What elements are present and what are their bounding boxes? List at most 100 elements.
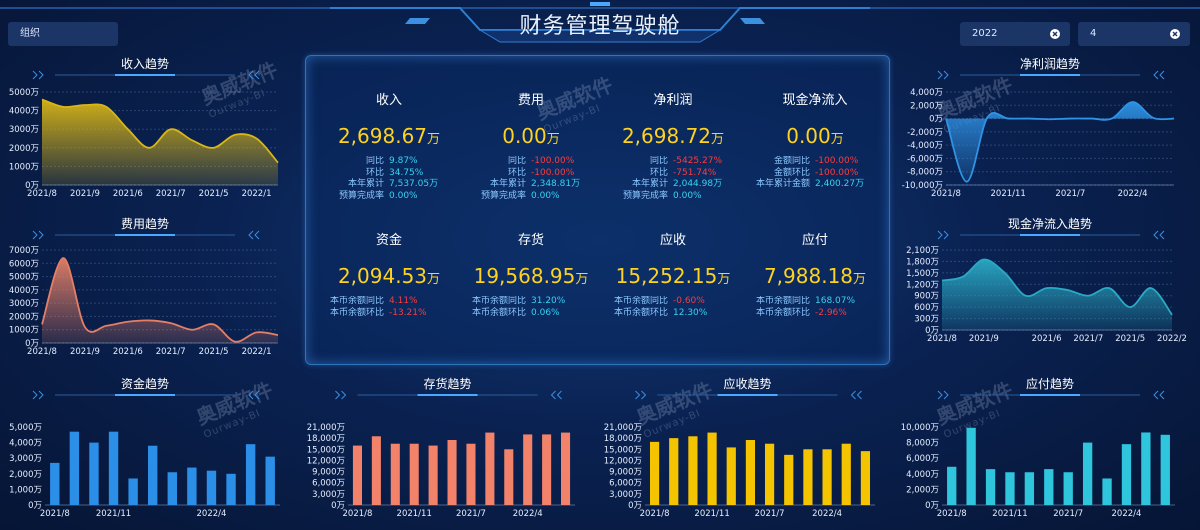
y-tick-label: 18,000万 (604, 434, 642, 444)
x-tick-label: 2021/7 (156, 189, 186, 199)
y-tick-label: -2,000万 (907, 128, 943, 138)
x-tick-label: 2021/9 (969, 334, 999, 344)
y-tick-label: 1000万 (9, 326, 39, 336)
bar (1044, 469, 1054, 505)
bar (1141, 432, 1151, 505)
title-chevrons (937, 230, 1165, 240)
kpi-row-value: 2,348.81万 (531, 179, 581, 189)
bar (245, 444, 256, 505)
kpi-row: 本币余额环比 -2.96% (742, 308, 888, 320)
title-highlight (1020, 394, 1080, 396)
kpi-name: 应收 (659, 233, 686, 248)
bar (390, 443, 400, 505)
title-chevrons (635, 390, 862, 400)
chart-title: 费用趋势 (121, 217, 169, 231)
x-tick-label: 2021/6 (1032, 334, 1062, 344)
kpi-name: 费用 (517, 93, 544, 108)
kpi-name: 收入 (375, 93, 402, 108)
x-tick-label: 2021/7 (755, 509, 785, 519)
x-tick-label: 2021/6 (113, 189, 143, 199)
kpi-row-label: 金额同比 (773, 156, 810, 166)
x-tick-label: 2021/11 (992, 509, 1027, 519)
kpi-row-label: 本年累计 (347, 179, 384, 189)
kpi-card: 应付 7,988.18万 本币余额同比 168.07% 本币余额环比 -2.96% (742, 229, 888, 326)
kpi-name: 净利润 (653, 93, 693, 108)
y-tick-label: 15,000万 (307, 445, 345, 455)
kpi-row-label: 本币余额环比 (755, 307, 810, 318)
area-fill (42, 257, 278, 343)
y-tick-label: 18,000万 (307, 434, 345, 444)
kpi-row-label: 预算完成率 (480, 190, 526, 201)
x-tick-label: 2021/6 (113, 347, 143, 357)
kpi-row-label: 预算完成率 (622, 190, 668, 201)
bar (50, 462, 60, 505)
x-tick-label: 2022/4 (197, 509, 227, 519)
kpi-row-label: 环比 (507, 167, 526, 178)
kpi-card: 费用 0.00万 同比 -100.00% 环比 -100.00% 本年累计 2,348.81万… (458, 89, 604, 203)
kpi-row-value: 31.20% (531, 296, 566, 306)
kpi-card: 应收 15,252.15万 本币余额同比 -0.60% 本币余额环比 12.30% (600, 229, 746, 326)
line (41, 98, 279, 164)
kpi-row: 预算完成率 0.00% (316, 191, 462, 203)
chart: 现金净流入趋势0万300万600万900万1,200万1,500万1,800万2… (906, 216, 1187, 344)
bar (1121, 444, 1132, 505)
clear-icon[interactable] (1170, 29, 1180, 39)
kpi-row-value: -100.00% (531, 167, 575, 178)
kpi-rows: 本币余额同比 31.20% 本币余额环比 0.06% (458, 296, 604, 326)
kpi-row: 本币余额同比 31.20% (458, 296, 604, 308)
kpi-rows: 金额同比 -100.00% 金额环比 -100.00% 本年累计金额 2,400.27万 (742, 156, 888, 203)
y-tick-label: 12,000万 (307, 456, 345, 466)
bar (726, 447, 736, 505)
bar (409, 443, 419, 505)
org-filter[interactable]: 组织 (8, 22, 118, 46)
title-highlight (417, 394, 478, 396)
y-tick-label: 3,000万 (9, 454, 42, 464)
y-tick-label: 0万 (925, 501, 939, 511)
x-tick-label: 2021/8 (343, 509, 373, 519)
line (945, 101, 1175, 183)
title-chevrons (32, 70, 260, 80)
x-tick-label: 2021/7 (1053, 509, 1083, 519)
bar (688, 436, 698, 505)
title-chevrons (937, 70, 1165, 80)
kpi-unit: 万 (853, 272, 867, 287)
y-tick-label: 600万 (914, 303, 939, 313)
kpi-row: 本年累计 2,044.98万 (600, 179, 746, 191)
bar (841, 443, 851, 505)
kpi-row: 本币余额同比 168.07% (742, 296, 888, 308)
kpi-card: 资金 2,094.53万 本币余额同比 4.11% 本币余额环比 -13.21% (316, 229, 462, 326)
bar (148, 445, 158, 505)
x-tick-label: 2021/8 (27, 347, 57, 357)
kpi-row-value: 9.87% (389, 156, 418, 166)
kpi-row: 金额同比 -100.00% (742, 156, 888, 168)
y-tick-label: 0万 (25, 181, 39, 191)
y-tick-label: 1,500万 (906, 269, 939, 279)
bar (542, 434, 552, 505)
y-tick-label: 5,000万 (9, 423, 42, 433)
y-tick-label: 2,000万 (906, 485, 939, 495)
kpi-value: 19,568.95万 (458, 264, 604, 288)
y-tick-label: 0万 (929, 115, 943, 125)
title-chevrons (32, 390, 260, 400)
x-tick-label: 2022/4 (1112, 509, 1142, 519)
clear-icon[interactable] (1050, 29, 1060, 39)
kpi-row-label: 本币余额同比 (755, 296, 810, 306)
y-tick-label: 3,000万 (609, 490, 642, 500)
y-tick-label: 6000万 (9, 259, 39, 269)
month-filter[interactable]: 4 (1078, 22, 1190, 46)
kpi-rows: 本币余额同比 4.11% 本币余额环比 -13.21% (316, 296, 462, 326)
y-tick-label: 5000万 (9, 273, 39, 283)
page-title: 财务管理驾驶舱 (519, 14, 681, 39)
x-tick-label: 2021/7 (1073, 334, 1103, 344)
y-tick-label: 9,000万 (609, 468, 642, 478)
kpi-card: 收入 2,698.67万 同比 9.87% 环比 34.75% 本年累计 7,537.05万预… (316, 89, 462, 203)
title-highlight (717, 394, 778, 396)
kpi-number: 15,252.15 (615, 264, 718, 288)
year-filter[interactable]: 2022 (960, 22, 1070, 46)
kpi-row: 预算完成率 0.00% (458, 191, 604, 203)
kpi-row-value: 168.07% (815, 296, 856, 306)
x-tick-label: 2021/11 (694, 509, 729, 519)
bar (371, 436, 381, 505)
